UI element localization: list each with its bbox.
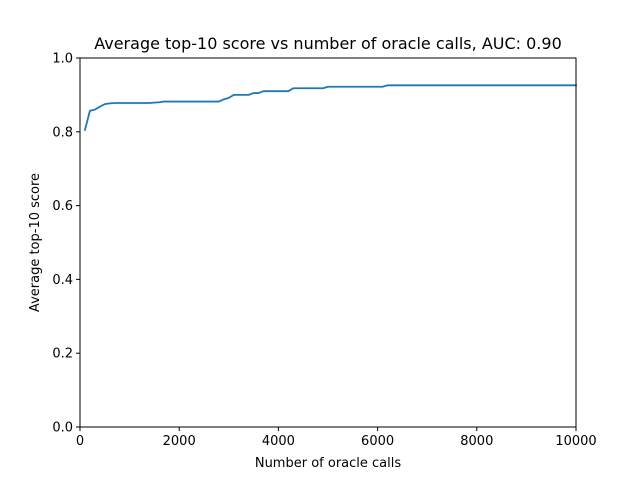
y-tick-label: 0.0 — [52, 421, 73, 436]
y-axis-ticks: 0.0 0.2 0.4 0.6 0.8 1.0 — [52, 52, 80, 436]
x-tick-label: 4000 — [262, 434, 295, 449]
y-tick-label: 0.6 — [52, 199, 73, 214]
x-axis-title: Number of oracle calls — [255, 456, 402, 471]
x-tick-label: 6000 — [361, 434, 394, 449]
y-tick-label: 0.8 — [52, 125, 73, 140]
y-tick-label: 0.4 — [52, 273, 73, 288]
y-tick-label: 0.2 — [52, 347, 73, 362]
chart-title: Average top-10 score vs number of oracle… — [94, 34, 562, 53]
y-axis-title: Average top-10 score — [28, 173, 43, 312]
axes-frame — [79, 57, 577, 428]
plot-area — [83, 84, 577, 132]
y-tick-label: 1.0 — [52, 52, 73, 67]
x-tick-label: 8000 — [460, 434, 493, 449]
x-axis-ticks: 0 2000 4000 6000 8000 10000 — [76, 427, 597, 449]
x-tick-label: 2000 — [163, 434, 196, 449]
x-tick-label: 10000 — [555, 434, 596, 449]
x-tick-label: 0 — [76, 434, 84, 449]
series-line — [83, 84, 577, 132]
